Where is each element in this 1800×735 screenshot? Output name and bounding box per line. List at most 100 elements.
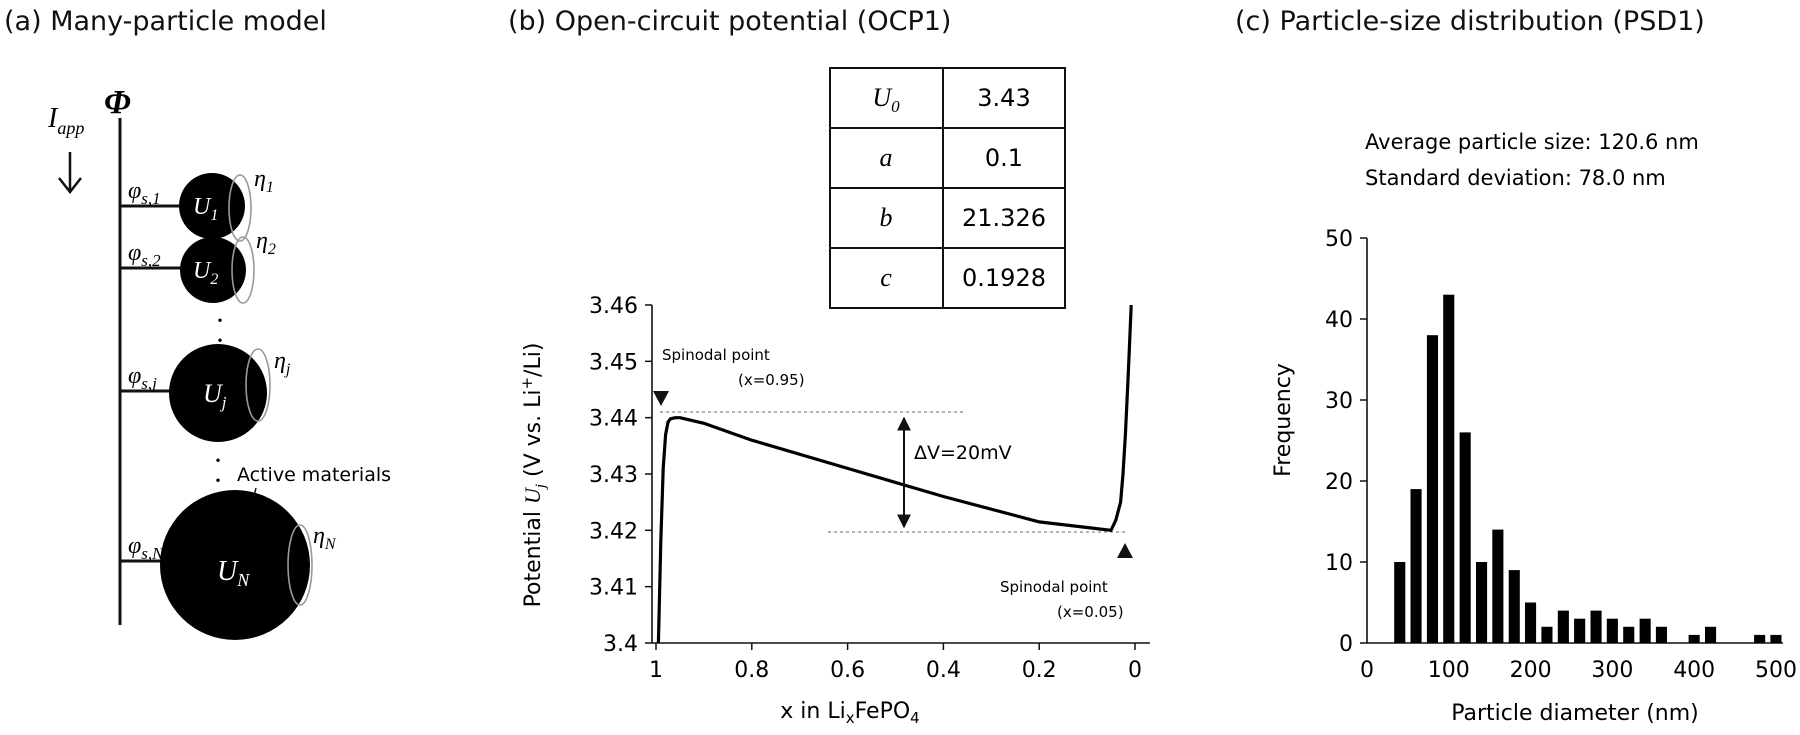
active-materials-label: Active materials bbox=[237, 464, 391, 486]
ocp-y-tick-label: 3.46 bbox=[589, 294, 638, 319]
psd-bar bbox=[1606, 618, 1618, 643]
ellipsis-dot-1: · bbox=[215, 304, 225, 337]
psd-bars bbox=[1394, 294, 1782, 643]
panel-a: (a) Many-particle model Φ Iapp φs,1 U1 η… bbox=[4, 6, 391, 640]
param-b-symbol: b bbox=[880, 203, 893, 232]
psd-bar bbox=[1770, 634, 1782, 643]
particle-n-phi: φs,N bbox=[128, 533, 165, 563]
ellipsis-dot-4: · bbox=[213, 464, 223, 497]
panel-b: (b) Open-circuit potential (OCP1) U0 3.4… bbox=[508, 6, 1150, 727]
spinodal-left-label: Spinodal point bbox=[662, 346, 770, 364]
current-symbol: Iapp bbox=[47, 103, 84, 138]
psd-y-ticks: 0 10 20 30 40 50 bbox=[1325, 227, 1367, 657]
particle-2-label: U2 bbox=[193, 258, 218, 288]
psd-bar bbox=[1459, 432, 1471, 643]
psd-bar bbox=[1754, 634, 1766, 643]
panel-a-title: (a) Many-particle model bbox=[4, 6, 327, 37]
psd-y-tick-label: 0 bbox=[1339, 632, 1353, 657]
particle-2-phi: φs,2 bbox=[128, 240, 161, 270]
particle-1-sphere bbox=[179, 173, 245, 239]
potential-symbol: Φ bbox=[104, 84, 131, 121]
parameter-table: U0 3.43 a 0.1 b 21.326 c 0.1928 bbox=[829, 67, 1066, 309]
psd-x-tick-label: 300 bbox=[1591, 658, 1633, 683]
psd-y-tick-label: 20 bbox=[1325, 470, 1353, 495]
ocp-y-tick-label: 3.41 bbox=[589, 576, 638, 601]
spinodal-right-marker-icon bbox=[1117, 543, 1133, 558]
particle-j-overpotential-loop-icon bbox=[245, 348, 271, 422]
param-a-value: 0.1 bbox=[985, 144, 1023, 172]
psd-x-tick-label: 100 bbox=[1428, 658, 1470, 683]
ocp-y-ticks: 3.4 3.41 3.42 3.43 3.44 3.45 3.46 bbox=[589, 294, 652, 657]
param-u0-value: 3.43 bbox=[977, 84, 1030, 112]
psd-bar bbox=[1443, 294, 1455, 643]
ellipsis-dot-3: · bbox=[213, 444, 223, 477]
ocp-x-tick-label: 0.2 bbox=[1022, 658, 1057, 683]
psd-bar bbox=[1623, 626, 1635, 643]
ocp-x-tick-label: 0.6 bbox=[830, 658, 865, 683]
psd-bar bbox=[1426, 335, 1438, 643]
psd-bar bbox=[1688, 634, 1700, 643]
average-size-text: Average particle size: 120.6 nm bbox=[1365, 130, 1699, 154]
ocp-x-tick-label: 0.8 bbox=[734, 658, 769, 683]
ocp-x-axis-label: x in LixFePO4 bbox=[780, 699, 919, 727]
particle-j-sphere bbox=[169, 344, 267, 442]
psd-bar bbox=[1410, 489, 1422, 643]
particle-j-label: Uj bbox=[203, 379, 227, 412]
psd-bar bbox=[1557, 610, 1569, 643]
psd-y-tick-label: 30 bbox=[1325, 389, 1353, 414]
psd-x-tick-label: 500 bbox=[1755, 658, 1797, 683]
spinodal-left-x: (x=0.95) bbox=[738, 371, 805, 389]
panel-c: (c) Particle-size distribution (PSD1) Av… bbox=[1235, 6, 1797, 726]
psd-x-axis-label: Particle diameter (nm) bbox=[1451, 701, 1699, 726]
particle-j: φs,j Uj ηj bbox=[120, 344, 291, 442]
particle-2: φs,2 U2 η2 bbox=[120, 228, 276, 304]
psd-bar bbox=[1655, 626, 1667, 643]
psd-y-tick-label: 40 bbox=[1325, 308, 1353, 333]
psd-x-tick-label: 200 bbox=[1510, 658, 1552, 683]
current-arrowhead-icon bbox=[58, 177, 82, 195]
spinodal-right-x: (x=0.05) bbox=[1057, 603, 1124, 621]
ocp-y-tick-label: 3.45 bbox=[589, 350, 638, 375]
psd-y-tick-label: 50 bbox=[1325, 227, 1353, 252]
particle-1-label: U1 bbox=[193, 194, 218, 224]
ocp-x-tick-label: 0.4 bbox=[926, 658, 961, 683]
particle-n-eta: ηN bbox=[313, 523, 337, 553]
ocp-y-tick-label: 3.42 bbox=[589, 519, 638, 544]
ocp-curve bbox=[656, 304, 1133, 644]
psd-bar bbox=[1492, 529, 1504, 643]
spinodal-left-marker-icon bbox=[653, 391, 669, 406]
ocp-x-ticks: 1 0.8 0.6 0.4 0.2 0 bbox=[649, 643, 1142, 683]
ocp-x-tick-label: 0 bbox=[1128, 658, 1142, 683]
psd-bar bbox=[1541, 626, 1553, 643]
particle-j-phi: φs,j bbox=[128, 363, 157, 393]
particle-2-sphere bbox=[180, 237, 246, 303]
particle-n: φs,N UN ηN bbox=[120, 490, 337, 640]
std-dev-text: Standard deviation: 78.0 nm bbox=[1365, 166, 1666, 190]
param-b-value: 21.326 bbox=[962, 204, 1046, 232]
particle-j-eta: ηj bbox=[274, 348, 291, 378]
panel-b-title: (b) Open-circuit potential (OCP1) bbox=[508, 6, 951, 37]
ocp-y-tick-label: 3.44 bbox=[589, 407, 638, 432]
ocp-x-tick-label: 1 bbox=[649, 658, 663, 683]
particle-2-overpotential-loop-icon bbox=[231, 236, 255, 304]
panel-c-title: (c) Particle-size distribution (PSD1) bbox=[1235, 6, 1705, 37]
psd-bar bbox=[1476, 562, 1488, 643]
particle-2-eta: η2 bbox=[256, 228, 276, 258]
param-a-symbol: a bbox=[880, 143, 893, 172]
psd-bar bbox=[1394, 562, 1406, 643]
particle-1-overpotential-loop-icon bbox=[228, 174, 252, 242]
psd-bar bbox=[1508, 570, 1520, 643]
param-u0-symbol: U0 bbox=[872, 83, 900, 116]
psd-bar bbox=[1705, 626, 1717, 643]
ellipsis-dot-2: · bbox=[215, 324, 225, 357]
ocp-y-tick-label: 3.43 bbox=[589, 463, 638, 488]
psd-y-tick-label: 10 bbox=[1325, 551, 1353, 576]
psd-x-ticks: 0 100 200 300 400 500 bbox=[1360, 658, 1797, 683]
psd-bar bbox=[1639, 618, 1651, 643]
psd-bar bbox=[1574, 618, 1586, 643]
particle-n-sphere bbox=[160, 490, 310, 640]
psd-y-axis-label: Frequency bbox=[1271, 363, 1296, 477]
particle-1: φs,1 U1 η1 bbox=[120, 166, 274, 242]
ocp-y-tick-label: 3.4 bbox=[603, 632, 638, 657]
